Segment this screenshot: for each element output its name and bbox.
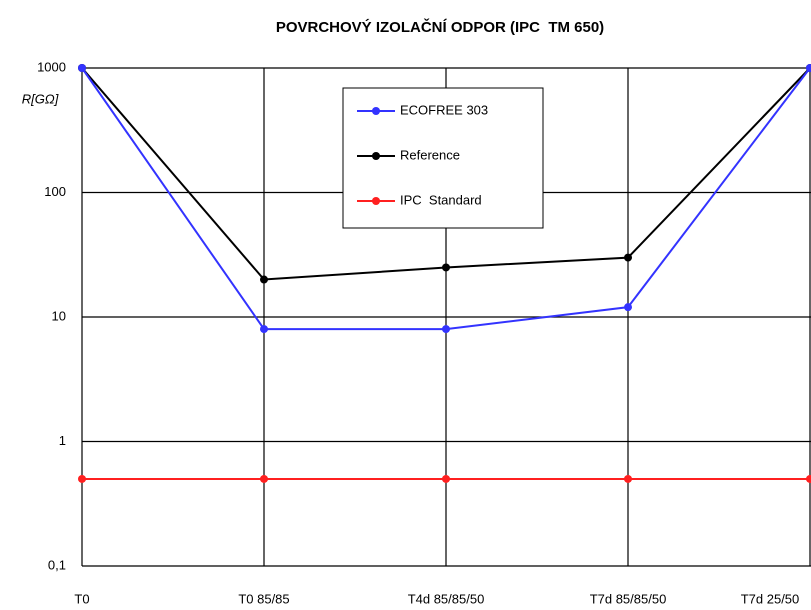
y-tick-label: 100 — [44, 184, 66, 199]
x-tick-label: T7d 25/50 — [741, 591, 800, 606]
x-tick-label: T7d 85/85/50 — [590, 591, 667, 606]
point — [260, 474, 268, 483]
legend-marker — [372, 107, 380, 115]
legend-marker — [372, 152, 380, 160]
y-tick-label: 1000 — [37, 59, 66, 74]
y-tick-label: 0,1 — [48, 557, 66, 572]
chart-title: POVRCHOVÝ IZOLAČNÍ ODPOR (IPC TM 650) — [276, 18, 604, 36]
point — [624, 474, 632, 483]
legend-marker — [372, 197, 380, 205]
legend-label: IPC Standard — [400, 192, 482, 207]
x-tick-label: T0 85/85 — [238, 591, 289, 606]
point — [78, 474, 86, 483]
y-axis-label: R[GΩ] — [22, 91, 59, 106]
x-tick-label: T0 — [74, 591, 89, 606]
point — [806, 64, 811, 72]
point — [624, 253, 632, 262]
y-tick-label: 10 — [52, 308, 66, 323]
x-tick-label: T4d 85/85/50 — [408, 591, 485, 606]
point — [260, 275, 268, 284]
legend-label: ECOFREE 303 — [400, 102, 488, 117]
legend-label: Reference — [400, 147, 460, 162]
point — [624, 303, 632, 312]
point — [260, 325, 268, 334]
y-tick-label: 1 — [59, 433, 66, 448]
point — [806, 474, 811, 483]
point — [442, 474, 450, 483]
point — [78, 64, 86, 72]
point — [442, 325, 450, 334]
point — [442, 263, 450, 272]
